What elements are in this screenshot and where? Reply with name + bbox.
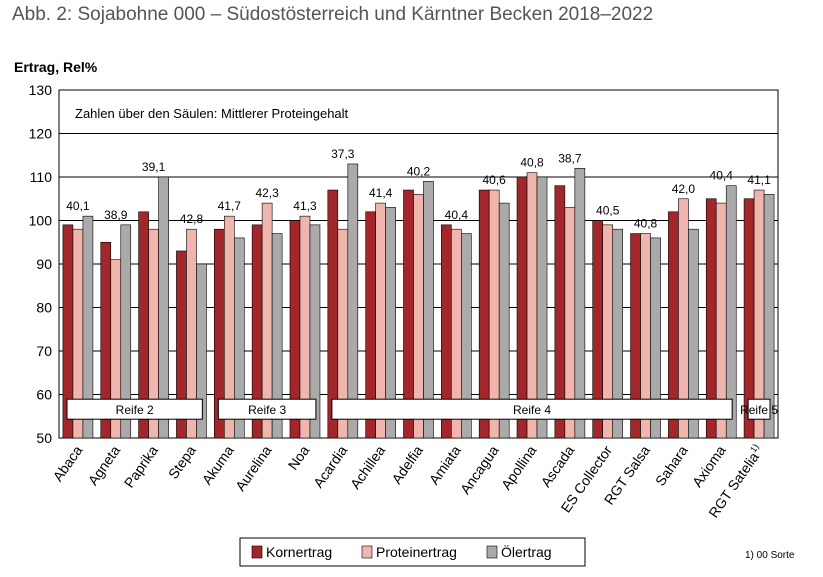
bar-proteinertrag: [526, 172, 538, 439]
bar-ölertrag: [196, 263, 207, 439]
category-superscript: 1): [748, 442, 761, 454]
maturity-group-box: [331, 398, 733, 420]
bar-ölertrag: [536, 176, 548, 439]
category-label: Abaca: [49, 442, 85, 484]
y-tick-label: 60: [36, 387, 52, 403]
data-label: 39,1: [142, 160, 166, 174]
category-label: Amiata: [426, 442, 464, 487]
bar-ölertrag: [120, 224, 132, 439]
data-label: 38,9: [104, 208, 128, 222]
category-label: Aurelina: [232, 442, 275, 493]
bar-ölertrag: [385, 207, 396, 439]
data-label: 40,6: [483, 173, 507, 187]
maturity-group-label: Reife 5: [740, 403, 778, 417]
data-label: 42,0: [672, 182, 696, 196]
data-label: 38,7: [558, 151, 582, 165]
data-label: 40,2: [407, 164, 431, 178]
bar-ölertrag: [158, 176, 169, 439]
bar-ölertrag: [271, 233, 283, 439]
y-tick-label: 70: [36, 343, 52, 359]
bar-ölertrag: [612, 228, 624, 439]
bar-ölertrag: [461, 233, 472, 439]
bar-ölertrag: [347, 163, 359, 439]
data-label: 40,5: [596, 204, 620, 218]
category-label: Ascada: [537, 442, 577, 490]
data-label: 40,8: [634, 217, 658, 231]
maturity-group-box: [217, 398, 317, 420]
figure-caption: Abb. 2: Sojabohne 000 – Südostösterreich…: [12, 4, 654, 25]
legend-swatch: [486, 545, 498, 559]
category-label: Apollina: [498, 442, 540, 492]
bar-ölertrag: [763, 194, 775, 439]
bar-ölertrag: [688, 228, 699, 439]
category-label: Acardia: [310, 442, 350, 490]
maturity-group-box: [747, 398, 771, 420]
category-label: Noa: [285, 442, 313, 472]
category-label: Axioma: [689, 442, 729, 490]
data-label: 42,3: [255, 186, 279, 200]
category-label: Akuma: [199, 442, 237, 487]
data-label: 41,3: [293, 199, 317, 213]
y-tick-label: 120: [29, 126, 53, 142]
legend-label: Proteinertrag: [376, 544, 457, 560]
category-label: Adelfia: [388, 442, 426, 486]
category-label: Agneta: [85, 442, 124, 488]
data-label: 42,8: [180, 212, 204, 226]
data-label: 40,8: [520, 156, 544, 170]
legend: [239, 537, 586, 567]
y-tick-label: 100: [29, 213, 53, 229]
data-label: 41,7: [218, 199, 242, 213]
legend-label: Kornertrag: [266, 544, 332, 560]
maturity-group-box: [66, 398, 203, 420]
bar-ölertrag: [574, 168, 586, 439]
maturity-group-label: Reife 4: [513, 403, 551, 417]
legend-swatch: [251, 545, 263, 559]
category-label: Paprika: [121, 442, 161, 490]
y-tick-label: 80: [36, 300, 52, 316]
legend-swatch: [361, 545, 373, 559]
bar-ölertrag: [423, 181, 434, 439]
y-tick-label: 130: [29, 82, 53, 98]
data-label: 40,4: [710, 169, 734, 183]
legend-label: Ölertrag: [501, 543, 552, 560]
y-tick-label: 90: [36, 256, 52, 272]
maturity-group-label: Reife 2: [116, 403, 154, 417]
data-label: 37,3: [331, 147, 355, 161]
bar-ölertrag: [650, 237, 661, 439]
y-tick-label: 50: [36, 430, 52, 446]
y-tick-label: 110: [30, 169, 53, 185]
annotation: Zahlen über den Säulen: Mittlerer Protei…: [75, 106, 349, 121]
y-axis-label: Ertrag, Rel%: [14, 59, 98, 75]
category-label: Stepa: [165, 442, 199, 481]
annotation-box: [68, 100, 396, 126]
footnote: 1) 00 Sorte: [745, 550, 795, 561]
category-label: Achillea: [347, 442, 388, 492]
bar-ölertrag: [82, 215, 94, 439]
bar-ölertrag: [725, 185, 737, 439]
data-label: 40,1: [66, 199, 90, 213]
maturity-group-label: Reife 3: [248, 403, 286, 417]
category-label: Ancagua: [457, 442, 502, 497]
data-label: 41,4: [369, 186, 393, 200]
bar-ölertrag: [498, 202, 510, 439]
bar-ölertrag: [233, 237, 245, 439]
category-label: Sahara: [652, 442, 691, 488]
data-label: 41,1: [747, 173, 771, 187]
data-label: 40,4: [445, 208, 469, 222]
bar-ölertrag: [309, 224, 321, 439]
